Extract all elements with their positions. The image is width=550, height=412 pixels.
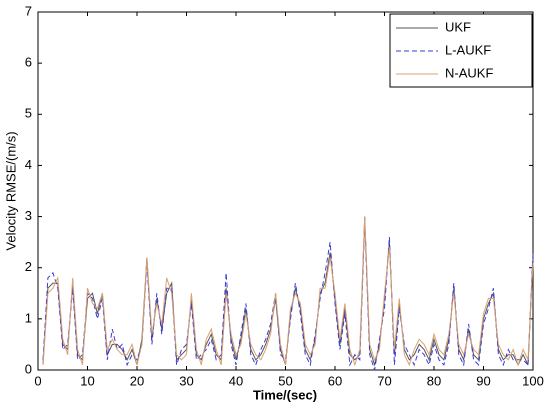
x-tick-label: 40	[229, 373, 243, 388]
x-axis-label: Time/(sec)	[253, 387, 317, 402]
x-tick-label: 60	[328, 373, 342, 388]
x-tick-label: 50	[278, 373, 292, 388]
y-tick-label: 7	[25, 3, 32, 18]
legend-label: L-AUKF	[445, 42, 491, 57]
x-tick-label: 100	[522, 373, 544, 388]
x-tick-label: 10	[80, 373, 94, 388]
legend-label: N-AUKF	[445, 65, 493, 80]
x-tick-label: 80	[427, 373, 441, 388]
x-tick-label: 20	[130, 373, 144, 388]
x-tick-label: 0	[34, 373, 41, 388]
y-tick-label: 6	[25, 55, 32, 70]
legend-label: UKF	[445, 19, 471, 34]
data-line	[42, 216, 534, 367]
y-tick-label: 5	[25, 106, 32, 121]
x-tick-label: 90	[476, 373, 490, 388]
x-tick-label: 30	[179, 373, 193, 388]
y-tick-label: 4	[25, 157, 32, 172]
y-tick-label: 2	[25, 259, 32, 274]
y-axis-label: Velocity RMSE/(m/s)	[3, 131, 18, 250]
y-tick-label: 3	[25, 208, 32, 223]
y-tick-label: 0	[25, 361, 32, 376]
y-tick-label: 1	[25, 310, 32, 325]
x-tick-label: 70	[377, 373, 391, 388]
